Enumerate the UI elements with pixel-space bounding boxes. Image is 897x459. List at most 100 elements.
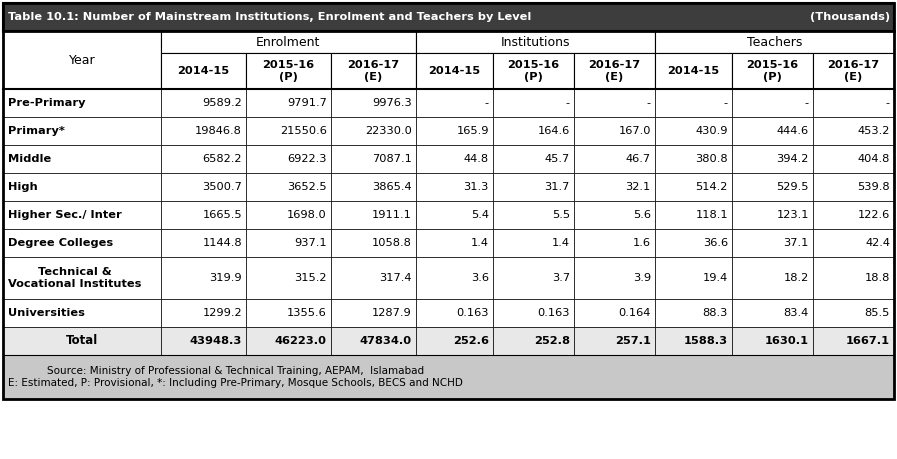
Text: 315.2: 315.2: [294, 273, 327, 283]
Text: 2014-15: 2014-15: [428, 66, 481, 76]
Bar: [3, 201, 161, 229]
Bar: [574, 173, 655, 201]
Bar: [732, 201, 813, 229]
Text: 3865.4: 3865.4: [372, 182, 412, 192]
Text: 5.6: 5.6: [633, 210, 651, 220]
Text: -: -: [886, 98, 890, 108]
Bar: [655, 117, 732, 145]
Bar: [655, 173, 732, 201]
Text: Year: Year: [69, 54, 95, 67]
Text: 2016-17
(E): 2016-17 (E): [827, 60, 880, 82]
Text: 5.5: 5.5: [552, 210, 570, 220]
Text: 0.164: 0.164: [619, 308, 651, 318]
Text: 1698.0: 1698.0: [287, 210, 327, 220]
Text: 1.4: 1.4: [471, 238, 489, 248]
Text: 3.6: 3.6: [471, 273, 489, 283]
Bar: [3, 327, 161, 355]
Bar: [492, 327, 574, 355]
Bar: [813, 257, 894, 299]
Text: 3500.7: 3500.7: [202, 182, 242, 192]
Text: 31.7: 31.7: [544, 182, 570, 192]
Bar: [161, 117, 246, 145]
Text: 1.4: 1.4: [552, 238, 570, 248]
Bar: [415, 229, 492, 257]
Bar: [655, 229, 732, 257]
Text: 85.5: 85.5: [865, 308, 890, 318]
Bar: [415, 53, 492, 89]
Text: 22330.0: 22330.0: [365, 126, 412, 136]
Text: 165.9: 165.9: [457, 126, 489, 136]
Bar: [732, 89, 813, 117]
Bar: [492, 53, 574, 89]
Bar: [415, 299, 492, 327]
Bar: [3, 299, 161, 327]
Bar: [813, 173, 894, 201]
Bar: [574, 53, 655, 89]
Text: (Thousands): (Thousands): [810, 12, 890, 22]
Bar: [161, 53, 246, 89]
Text: Primary*: Primary*: [8, 126, 65, 136]
Text: Institutions: Institutions: [501, 35, 570, 49]
Text: 1911.1: 1911.1: [372, 210, 412, 220]
Bar: [732, 229, 813, 257]
Bar: [246, 257, 331, 299]
Bar: [655, 145, 732, 173]
Text: Pre-Primary: Pre-Primary: [8, 98, 85, 108]
Text: High: High: [8, 182, 38, 192]
Text: -: -: [484, 98, 489, 108]
Text: 1287.9: 1287.9: [372, 308, 412, 318]
Bar: [492, 173, 574, 201]
Bar: [246, 173, 331, 201]
Bar: [161, 173, 246, 201]
Text: Teachers: Teachers: [746, 35, 802, 49]
Bar: [732, 117, 813, 145]
Text: Enrolment: Enrolment: [257, 35, 320, 49]
Text: 2014-15: 2014-15: [178, 66, 230, 76]
Bar: [3, 145, 161, 173]
Text: 5.4: 5.4: [471, 210, 489, 220]
Bar: [161, 201, 246, 229]
Bar: [246, 117, 331, 145]
Text: Source: Ministry of Professional & Technical Training, AEPAM,  Islamabad
E: Esti: Source: Ministry of Professional & Techn…: [8, 366, 463, 388]
Bar: [732, 327, 813, 355]
Bar: [415, 173, 492, 201]
Bar: [246, 327, 331, 355]
Bar: [331, 89, 415, 117]
Bar: [732, 145, 813, 173]
Text: Technical &
Vocational Institutes: Technical & Vocational Institutes: [8, 267, 142, 289]
Bar: [732, 173, 813, 201]
Text: 6922.3: 6922.3: [287, 154, 327, 164]
Text: 514.2: 514.2: [696, 182, 728, 192]
Text: 47834.0: 47834.0: [360, 336, 412, 346]
Text: Universities: Universities: [8, 308, 85, 318]
Bar: [732, 299, 813, 327]
Text: 1667.1: 1667.1: [846, 336, 890, 346]
Bar: [3, 257, 161, 299]
Text: 88.3: 88.3: [702, 308, 728, 318]
Bar: [161, 229, 246, 257]
Text: 21550.6: 21550.6: [280, 126, 327, 136]
Text: 19846.8: 19846.8: [196, 126, 242, 136]
Bar: [246, 299, 331, 327]
Bar: [492, 145, 574, 173]
Text: 317.4: 317.4: [379, 273, 412, 283]
Text: 18.8: 18.8: [865, 273, 890, 283]
Bar: [492, 201, 574, 229]
Text: 937.1: 937.1: [294, 238, 327, 248]
Text: -: -: [647, 98, 651, 108]
Text: 19.4: 19.4: [702, 273, 728, 283]
Text: 252.8: 252.8: [534, 336, 570, 346]
Bar: [813, 201, 894, 229]
Text: 167.0: 167.0: [618, 126, 651, 136]
Bar: [574, 299, 655, 327]
Text: Higher Sec./ Inter: Higher Sec./ Inter: [8, 210, 122, 220]
Bar: [655, 201, 732, 229]
Bar: [3, 3, 894, 399]
Bar: [655, 299, 732, 327]
Bar: [574, 257, 655, 299]
Bar: [492, 117, 574, 145]
Text: 83.4: 83.4: [784, 308, 809, 318]
Text: 123.1: 123.1: [777, 210, 809, 220]
Bar: [574, 327, 655, 355]
Bar: [492, 299, 574, 327]
